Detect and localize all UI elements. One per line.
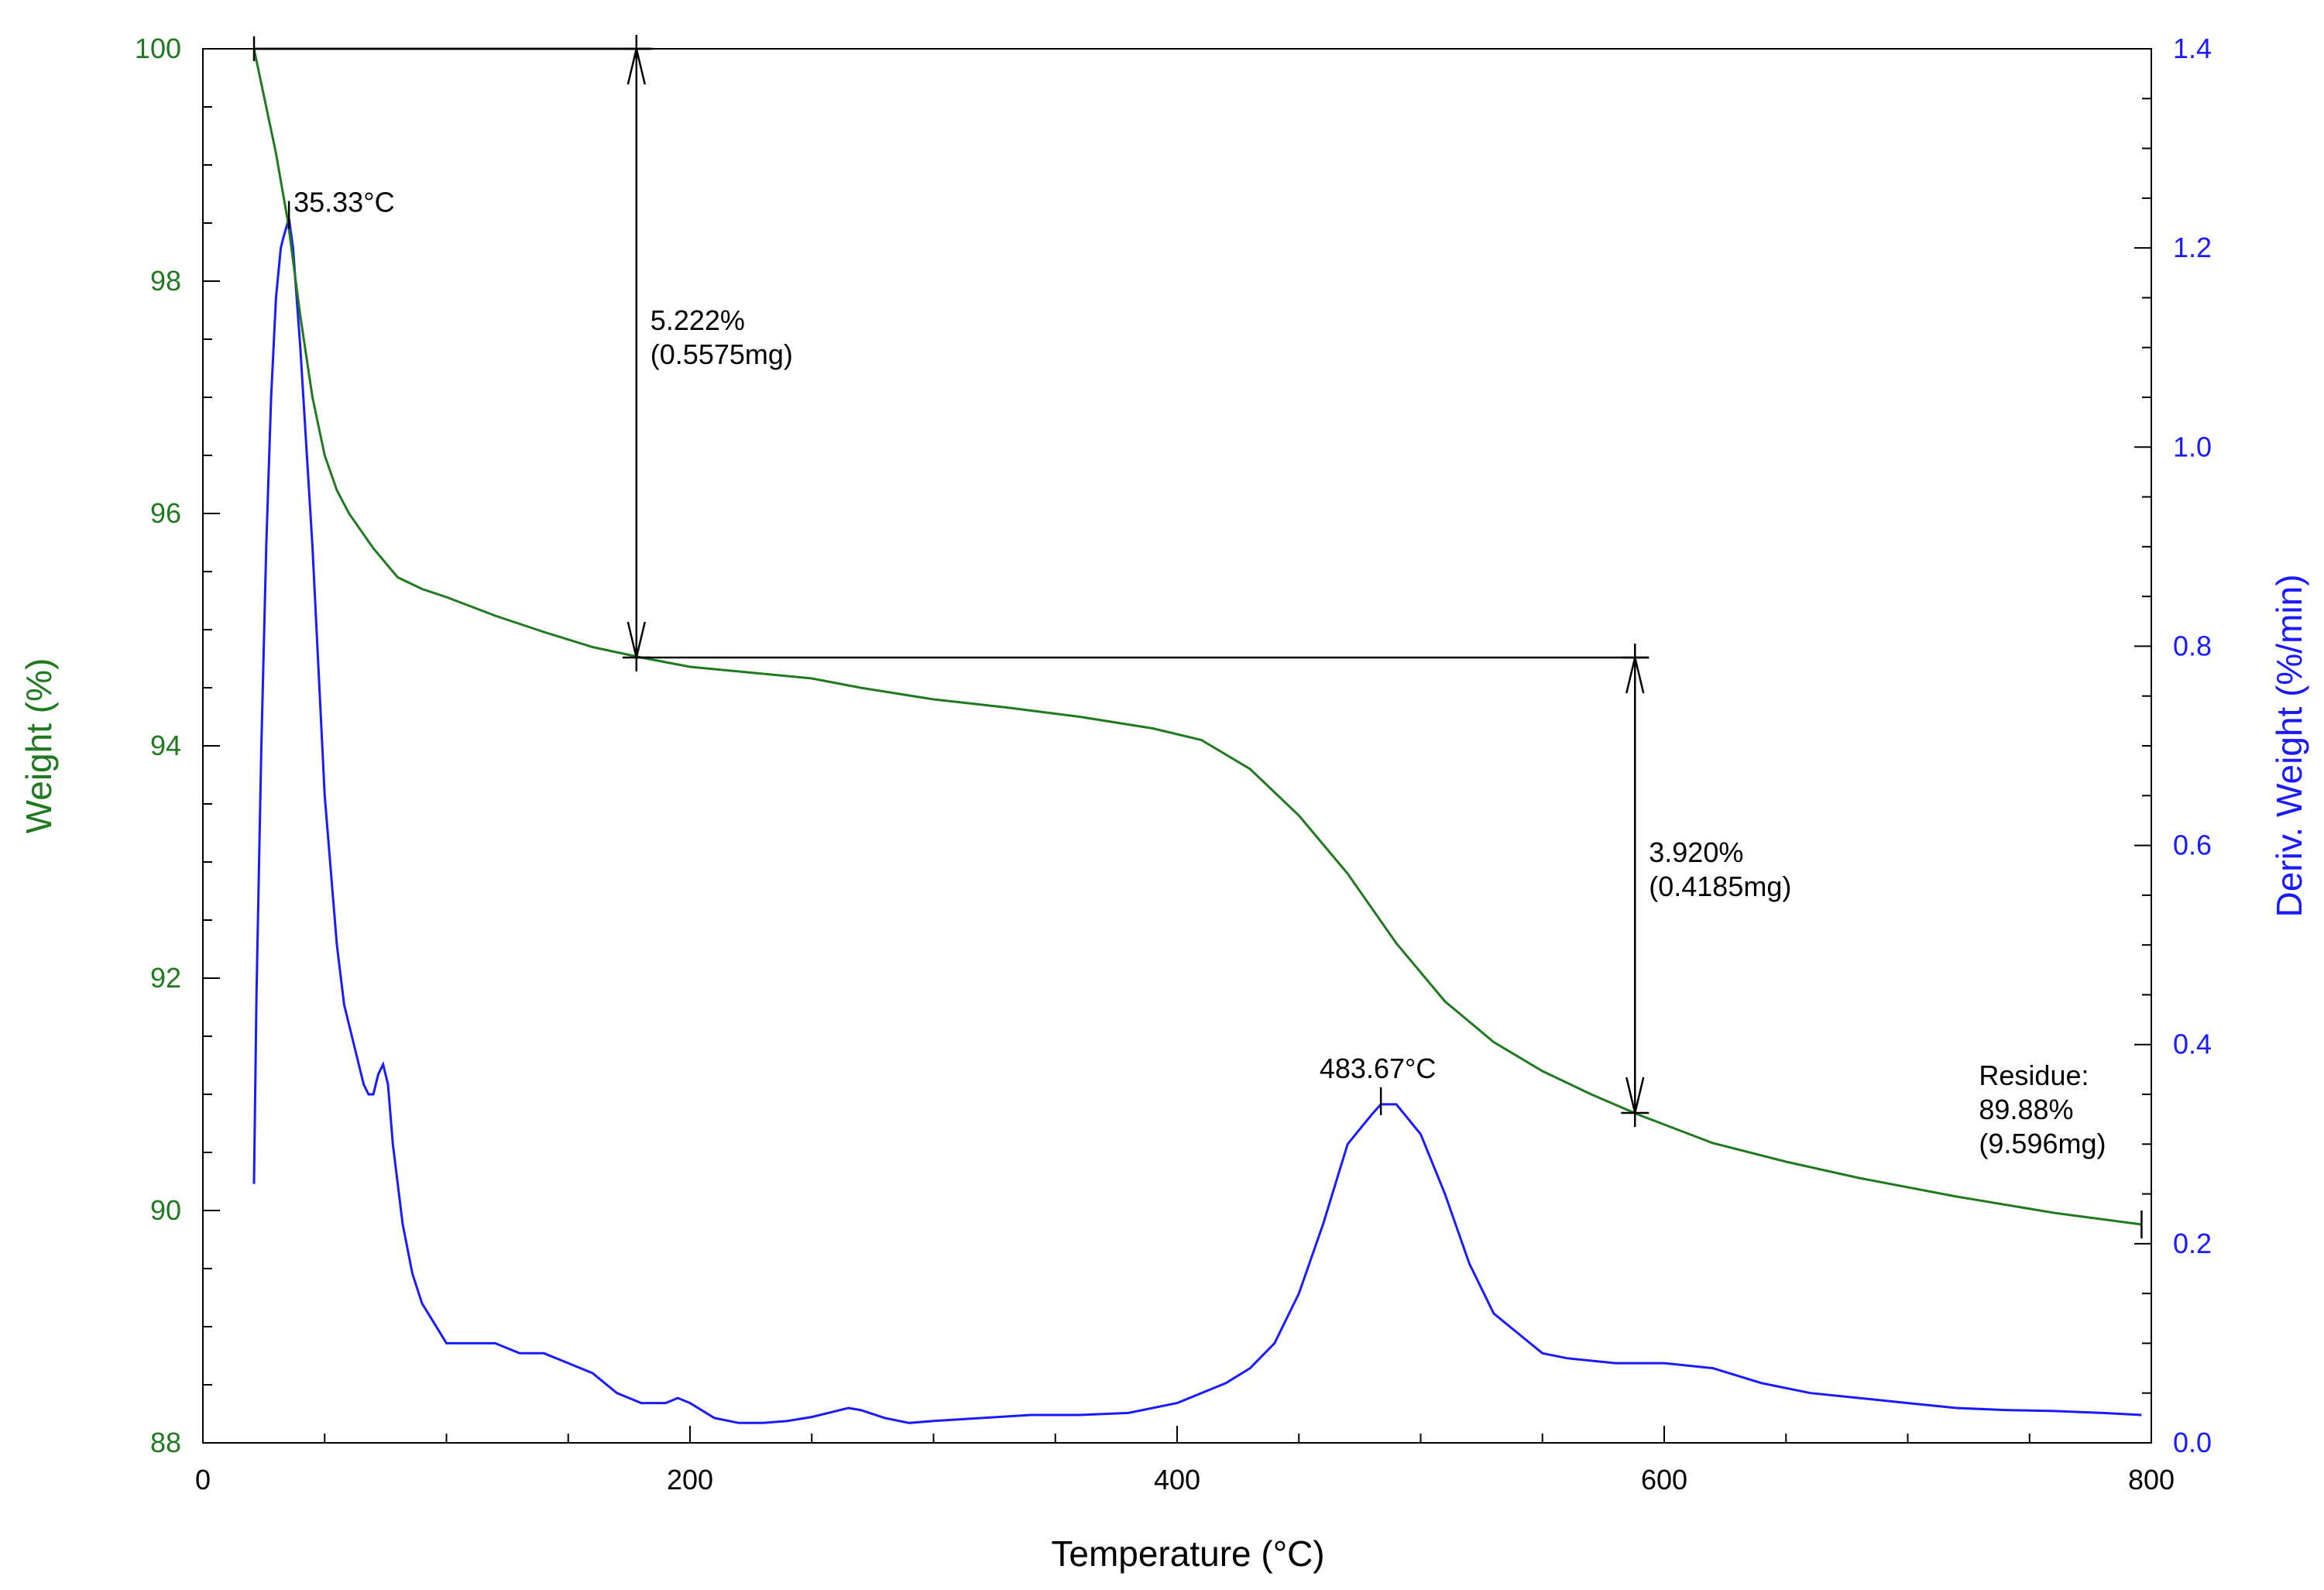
step-annotations: 5.222%(0.5575mg) 3.920%(0.4185mg) 35.33°C 4… (252, 35, 2143, 1238)
right-tick-label: 0.6 (2173, 829, 2212, 861)
x-tick-label: 400 (1154, 1464, 1200, 1496)
right-tick-label: 0.0 (2173, 1427, 2212, 1458)
plot-frame (202, 48, 2152, 1444)
step-percent-label: 5.222% (651, 304, 745, 336)
right-tick-label: 0.2 (2173, 1228, 2212, 1259)
left-axis-title: Weight (%) (19, 658, 59, 834)
x-axis-ticks: 0 200 400 600 800 (195, 1426, 2175, 1496)
x-tick-label: 0 (195, 1464, 211, 1496)
deriv-weight-line (252, 218, 2142, 1424)
right-tick-label: 1.2 (2173, 232, 2212, 263)
step-percent-label: 3.920% (1649, 836, 1743, 868)
left-tick-label: 98 (150, 265, 181, 297)
step-mass-label: (0.5575mg) (651, 338, 793, 370)
left-tick-label: 96 (150, 497, 181, 529)
left-tick-label: 100 (135, 33, 181, 64)
residue-mass: (9.596mg) (1979, 1128, 2106, 1159)
right-tick-label: 1.0 (2173, 431, 2212, 462)
right-axis-title: Deriv. Weight (%/min) (2269, 574, 2309, 917)
left-tick-label: 92 (150, 962, 181, 994)
right-tick-label: 0.8 (2173, 630, 2212, 661)
left-tick-label: 88 (150, 1427, 181, 1458)
step-mass-label: (0.4185mg) (1649, 871, 1791, 902)
x-tick-label: 800 (2128, 1464, 2175, 1496)
x-tick-label: 200 (667, 1464, 713, 1496)
peak-label: 35.33°C (294, 187, 394, 218)
left-axis-ticks: 88 90 92 94 96 98 100 (135, 33, 220, 1458)
residue-title: Residue: (1979, 1059, 2089, 1091)
right-tick-label: 1.4 (2173, 33, 2212, 64)
x-axis-title: Temperature (°C) (1051, 1533, 1324, 1574)
right-tick-label: 0.4 (2173, 1029, 2212, 1060)
peak-label: 483.67°C (1320, 1053, 1437, 1084)
left-tick-label: 94 (150, 730, 181, 761)
left-tick-label: 90 (150, 1194, 181, 1226)
right-axis-ticks: 0.0 0.2 0.4 0.6 0.8 1.0 1.2 1.4 (2134, 33, 2212, 1458)
residue-percent: 89.88% (1979, 1094, 2073, 1125)
weight-line (252, 48, 2142, 1226)
x-tick-label: 600 (1641, 1464, 1687, 1496)
